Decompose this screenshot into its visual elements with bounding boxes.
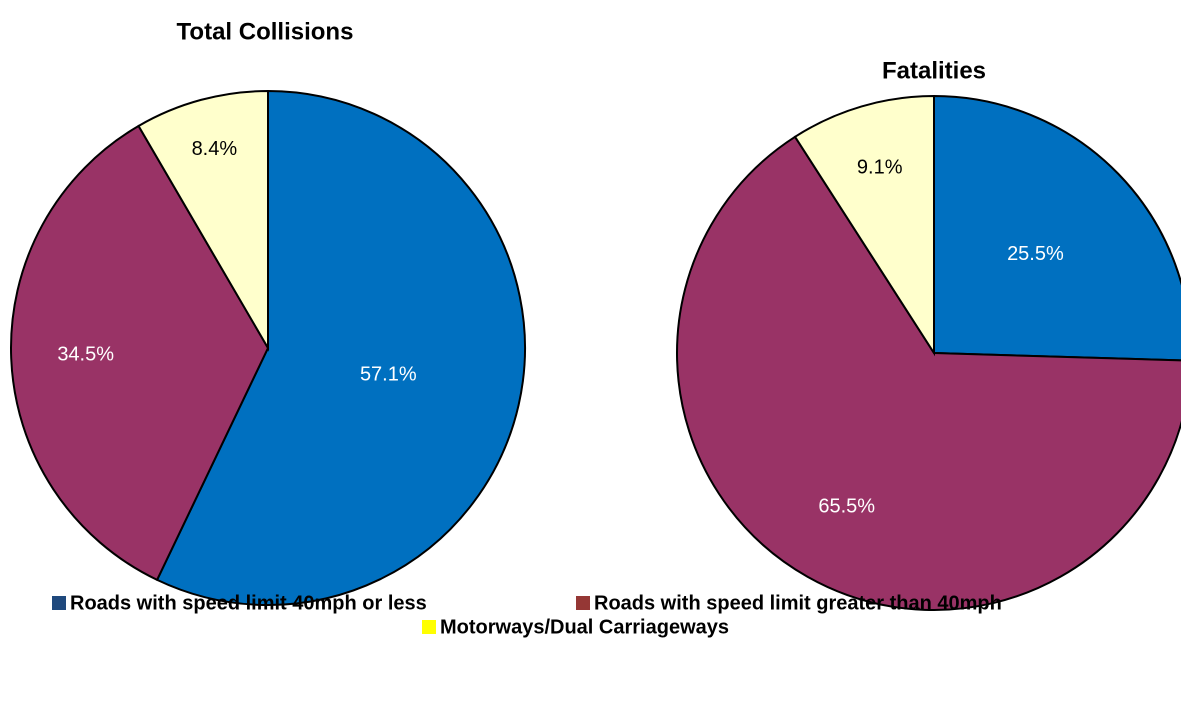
legend-marker	[52, 596, 66, 610]
pie-slice	[676, 135, 1181, 611]
chart-title: Total Collisions	[177, 18, 354, 45]
chart-title: Fatalities	[882, 57, 986, 84]
data-label: 57.1%	[360, 364, 417, 386]
legend-marker	[422, 620, 436, 634]
data-label: 65.5%	[818, 496, 875, 518]
legend-label: Roads with speed limit 40mph or less	[70, 592, 427, 614]
data-label: 9.1%	[857, 156, 903, 178]
legend-marker	[576, 596, 590, 610]
data-label: 25.5%	[1007, 243, 1064, 265]
pie-slice	[155, 89, 526, 606]
pie-slice	[793, 94, 935, 357]
pie-slice	[933, 94, 1181, 362]
data-label: 8.4%	[192, 138, 238, 160]
legend-label: Motorways/Dual Carriageways	[440, 616, 729, 638]
data-label: 34.5%	[57, 344, 114, 366]
pie-slice	[137, 89, 269, 352]
legend-label: Roads with speed limit greater than 40mp…	[594, 592, 1002, 614]
